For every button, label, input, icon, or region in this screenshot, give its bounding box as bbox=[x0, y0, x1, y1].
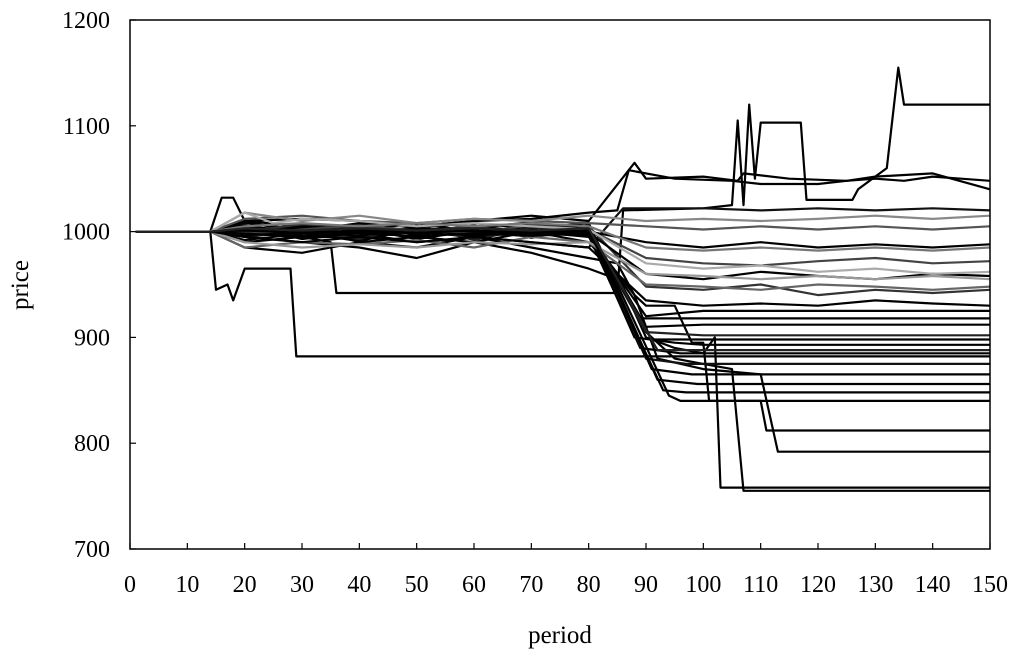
x-tick-label: 110 bbox=[743, 572, 778, 598]
x-tick-label: 80 bbox=[577, 572, 601, 598]
x-tick-label: 10 bbox=[175, 572, 199, 598]
x-tick-label: 150 bbox=[972, 572, 1008, 598]
series-line-27 bbox=[135, 211, 991, 275]
series-line-28 bbox=[135, 230, 991, 281]
y-tick-label: 700 bbox=[74, 537, 110, 563]
series-line-29 bbox=[135, 222, 991, 252]
plot-lines bbox=[135, 66, 991, 492]
series-line-32 bbox=[135, 229, 990, 341]
x-tick-label: 70 bbox=[519, 572, 543, 598]
y-tick-label: 900 bbox=[74, 325, 110, 351]
y-tick-label: 1100 bbox=[63, 114, 110, 140]
plot-frame bbox=[129, 19, 991, 550]
x-tick-label: 130 bbox=[857, 572, 893, 598]
x-tick-label: 90 bbox=[634, 572, 658, 598]
x-tick-label: 30 bbox=[290, 572, 314, 598]
x-axis: 0 10 20 30 40 50 60 70 80 90 100 110 120 130 140 150 bbox=[124, 543, 1008, 598]
series-line-31 bbox=[135, 230, 990, 320]
series-line-2 bbox=[135, 230, 990, 358]
series-line-30 bbox=[135, 230, 991, 307]
series-line-6 bbox=[135, 230, 990, 492]
x-tick-label: 140 bbox=[915, 572, 951, 598]
y-tick-label: 1200 bbox=[62, 8, 110, 34]
series-line-33 bbox=[135, 227, 990, 352]
y-axis: 700 800 900 1000 1100 1200 bbox=[62, 8, 136, 563]
x-tick-label: 120 bbox=[800, 572, 836, 598]
series-line-26 bbox=[135, 211, 991, 233]
x-axis-title: period bbox=[528, 622, 592, 649]
y-tick-label: 800 bbox=[74, 431, 110, 457]
series-line-1 bbox=[135, 169, 991, 233]
y-tick-label: 1000 bbox=[62, 220, 110, 246]
x-tick-label: 20 bbox=[233, 572, 257, 598]
x-tick-label: 100 bbox=[685, 572, 721, 598]
x-tick-label: 60 bbox=[462, 572, 486, 598]
x-tick-label: 40 bbox=[347, 572, 371, 598]
y-axis-title: price bbox=[7, 260, 34, 310]
x-tick-label: 0 bbox=[124, 572, 136, 598]
x-tick-label: 50 bbox=[405, 572, 429, 598]
